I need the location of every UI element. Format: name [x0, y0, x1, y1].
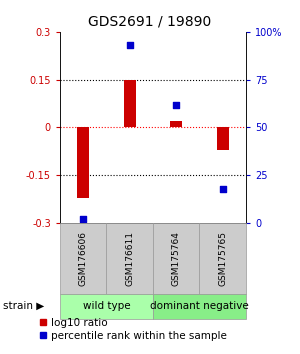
Text: GSM175764: GSM175764: [172, 231, 181, 286]
Text: wild type: wild type: [83, 301, 130, 311]
Text: GSM176606: GSM176606: [79, 231, 88, 286]
Bar: [60, 294, 153, 319]
Point: [220, 186, 225, 192]
Text: GSM176611: GSM176611: [125, 231, 134, 286]
Bar: [153, 294, 246, 319]
Legend: log10 ratio, percentile rank within the sample: log10 ratio, percentile rank within the …: [35, 314, 231, 345]
Text: strain ▶: strain ▶: [3, 301, 44, 311]
Text: dominant negative: dominant negative: [150, 301, 249, 311]
Bar: [106, 223, 153, 294]
Bar: [153, 223, 200, 294]
Point: [81, 216, 86, 222]
Bar: [200, 223, 246, 294]
Text: GDS2691 / 19890: GDS2691 / 19890: [88, 14, 212, 28]
Bar: [77, 127, 89, 198]
Bar: [124, 80, 136, 127]
Point: [128, 42, 132, 48]
Bar: [170, 121, 182, 127]
Point: [174, 102, 178, 107]
Bar: [217, 127, 229, 150]
Bar: [60, 223, 106, 294]
Text: GSM175765: GSM175765: [218, 231, 227, 286]
